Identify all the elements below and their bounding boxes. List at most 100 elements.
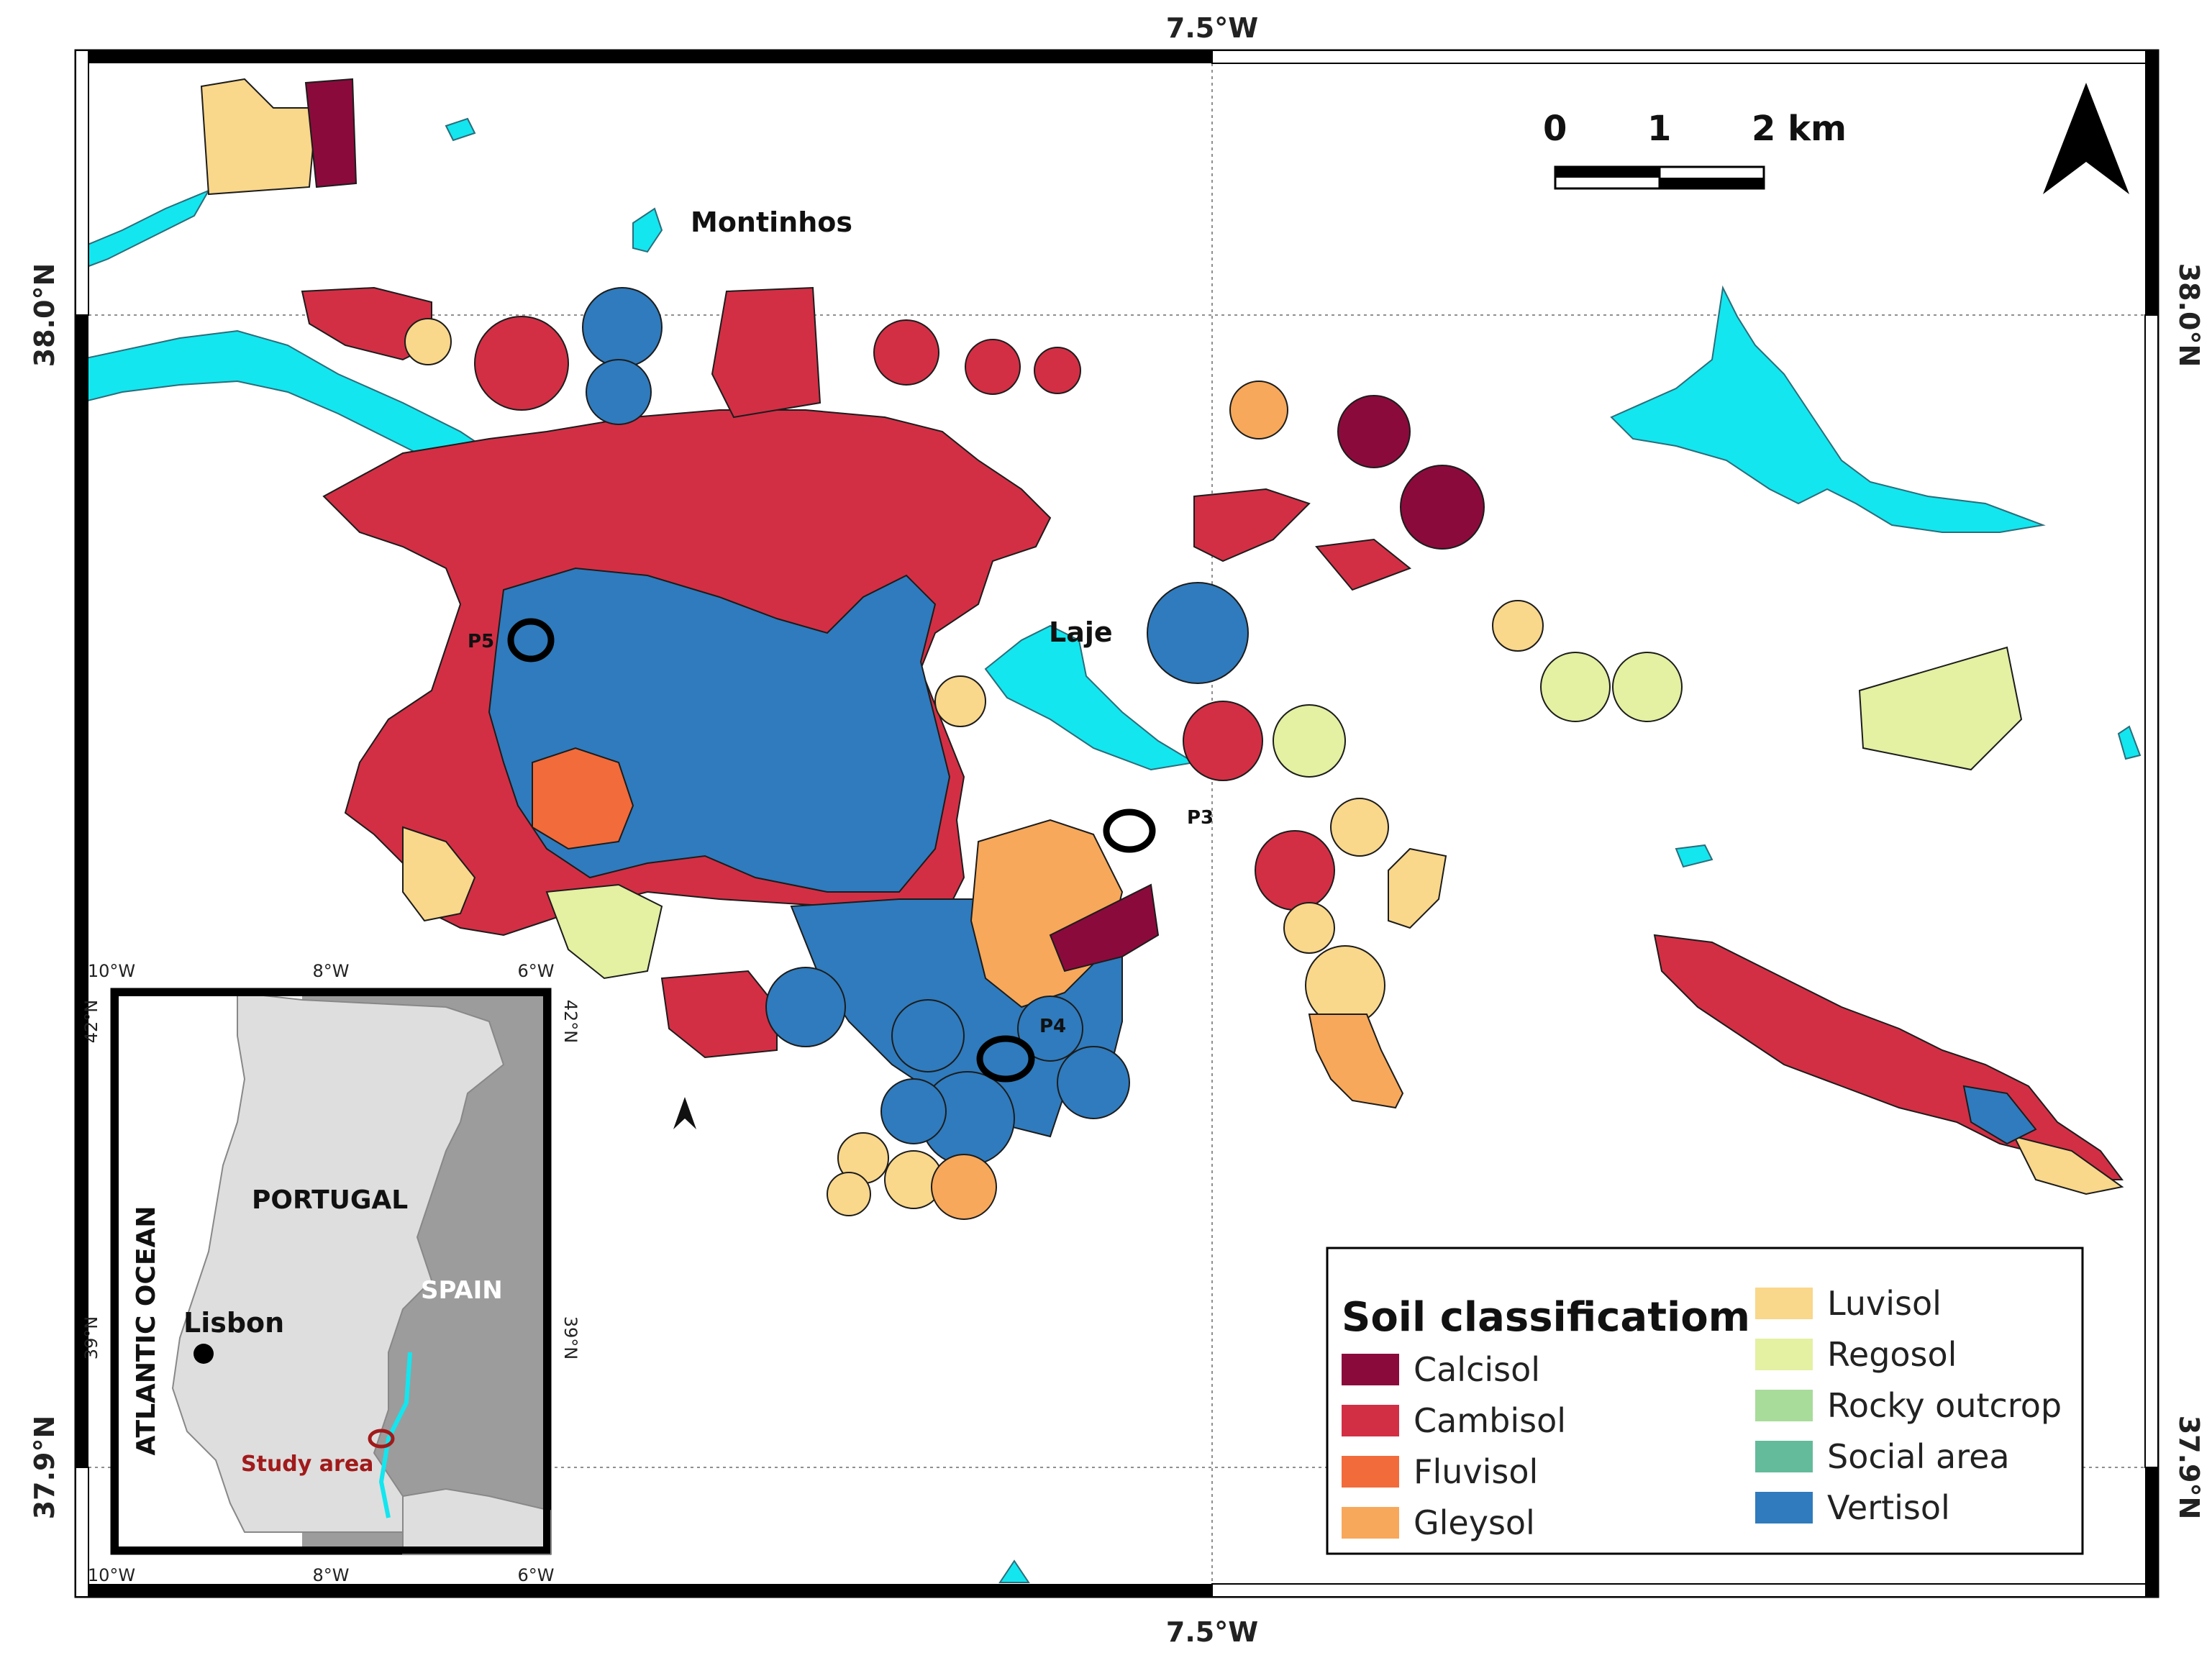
small-north-arrow-icon [673, 1097, 696, 1129]
inset-lon-bottom-1: 10°W [88, 1565, 135, 1585]
legend-title: Soil classificatiom [1342, 1294, 1750, 1341]
patch-calcisol-south [1049, 883, 1160, 973]
legend-label-fluvisol: Fluvisol [1414, 1452, 1538, 1491]
pivot-8 [1229, 381, 1288, 439]
pivot-2 [582, 287, 663, 368]
inset-label-lisbon: Lisbon [183, 1307, 284, 1339]
patch-southeast-vertisol [1962, 1085, 2037, 1145]
scale-bar: 0 1 2 km [1543, 109, 1847, 190]
pivot-31 [827, 1172, 871, 1216]
inset-label-portugal: PORTUGAL [252, 1185, 408, 1215]
patch-east-cambisol-b [1315, 538, 1411, 591]
pivot-7 [1034, 347, 1081, 394]
legend-swatch-calcisol [1342, 1354, 1399, 1385]
pivot-12 [1540, 652, 1611, 722]
patch-east-luvisol [1388, 847, 1447, 929]
pivot-23 [891, 999, 965, 1072]
pivot-5 [873, 319, 939, 386]
inset-lat-left-42: 42°N [81, 1000, 101, 1044]
legend-swatch-cambisol [1342, 1405, 1399, 1436]
legend-swatch-vertisol [1755, 1492, 1813, 1523]
patch-cambisol-sw [660, 970, 778, 1059]
inset-frame-top [111, 989, 550, 996]
legend-box [1326, 1247, 2084, 1555]
inset-label-ocean: ATLANTIC OCEAN [132, 1206, 161, 1455]
legend-items: Calcisol Cambisol Fluvisol Gleysol Luvisol Re… [1342, 1284, 2062, 1542]
soil-patches [200, 78, 2124, 1220]
pivot-25 [1057, 1046, 1130, 1119]
pivot-22 [765, 967, 846, 1047]
inset-lon-bottom-2: 8°W [313, 1565, 350, 1585]
point-p5-label: P5 [468, 631, 494, 652]
scale-label-1: 1 [1647, 109, 1671, 149]
frame-top-right [1211, 50, 2159, 64]
legend-swatch-regosol [1755, 1339, 1813, 1370]
pivot-19 [1283, 902, 1335, 954]
inset-frame-right [543, 989, 550, 1554]
inset-lon-bottom-3: 6°W [518, 1565, 555, 1585]
scale-fill-1 [1660, 178, 1764, 188]
inset-lat-right-42: 42°N [560, 1000, 581, 1044]
pivot-10 [1400, 465, 1485, 550]
inset-guadiana-river [378, 1352, 412, 1518]
pivot-21 [934, 675, 986, 727]
lat-label-bottom-left: 37.9°N [29, 1416, 60, 1520]
legend-label-regosol: Regosol [1827, 1335, 1957, 1374]
pivot-1 [474, 316, 569, 411]
inset-lisbon-dot [194, 1344, 214, 1364]
pivot-24 [1017, 996, 1083, 1062]
pivot-14 [1147, 582, 1249, 684]
frame-right-top [2145, 50, 2158, 315]
inset-lon-top-3: 6°W [518, 961, 555, 981]
frame-bottom-left [76, 1584, 1212, 1597]
frame-top-left [76, 50, 1212, 63]
inset-label-study-area: Study area [241, 1452, 373, 1477]
legend-label-luvisol: Luvisol [1827, 1284, 1942, 1323]
patch-regosol-southwest [545, 883, 663, 980]
pivot-16 [1273, 704, 1346, 778]
patch-east-cambisol-a [1193, 488, 1311, 562]
pond-d [998, 1559, 1030, 1583]
lat-label-top-right: 38.0°N [2173, 263, 2205, 368]
scale-label-2: 2 km [1752, 109, 1847, 149]
pivot-15 [1183, 701, 1263, 781]
point-p5-marker [507, 618, 555, 662]
pivot-17 [1330, 798, 1389, 857]
patch-luvisol-west [402, 826, 476, 922]
frame-left-bottom [75, 1467, 89, 1598]
pond-a [445, 117, 476, 142]
frame-bottom-right [1211, 1583, 2159, 1598]
north-arrow-icon [2043, 83, 2129, 194]
inset-lat-right-39: 39°N [560, 1316, 581, 1360]
patch-east-regosol [1858, 646, 2023, 771]
inset-study-area-marker [368, 1429, 395, 1449]
point-p4-label: P4 [1039, 1016, 1066, 1037]
lon-label-bottom: 7.5°W [1166, 1616, 1258, 1648]
inset-map: 10°W 8°W 6°W 10°W 8°W 6°W 42°N 39°N 42°N… [81, 961, 581, 1585]
pivot-20 [1305, 945, 1385, 1026]
legend-label-vertisol: Vertisol [1827, 1488, 1950, 1527]
patch-fluvisol [532, 747, 634, 850]
inset-frame-bottom [111, 1547, 550, 1554]
legend-swatch-social-area [1755, 1441, 1813, 1472]
pond-c [2117, 725, 2142, 760]
pivot-13 [1612, 652, 1683, 722]
lon-label-top: 7.5°W [1166, 12, 1258, 44]
legend-label-calcisol: Calcisol [1414, 1350, 1540, 1389]
legend-label-social-area: Social area [1827, 1437, 2010, 1476]
scale-fill-0 [1555, 167, 1660, 178]
point-p4-marker [976, 1035, 1035, 1083]
place-laje: Laje [1049, 616, 1113, 648]
legend-swatch-fluvisol [1342, 1456, 1399, 1488]
inset-lon-top-2: 8°W [313, 961, 350, 981]
pond-b [1675, 844, 1713, 868]
lake-east [1610, 285, 2046, 533]
patch-southeast-luvisol [2013, 1135, 2124, 1195]
legend: Soil classificatiom Calcisol Cambisol Fluv… [1326, 1247, 2084, 1555]
lat-label-top-left: 38.0°N [29, 263, 60, 368]
pond-montinhos [632, 207, 663, 253]
legend-label-rocky-outcrop: Rocky outcrop [1827, 1386, 2062, 1425]
inset-lat-left-39: 39°N [81, 1316, 101, 1360]
inset-label-spain: SPAIN [421, 1276, 503, 1305]
